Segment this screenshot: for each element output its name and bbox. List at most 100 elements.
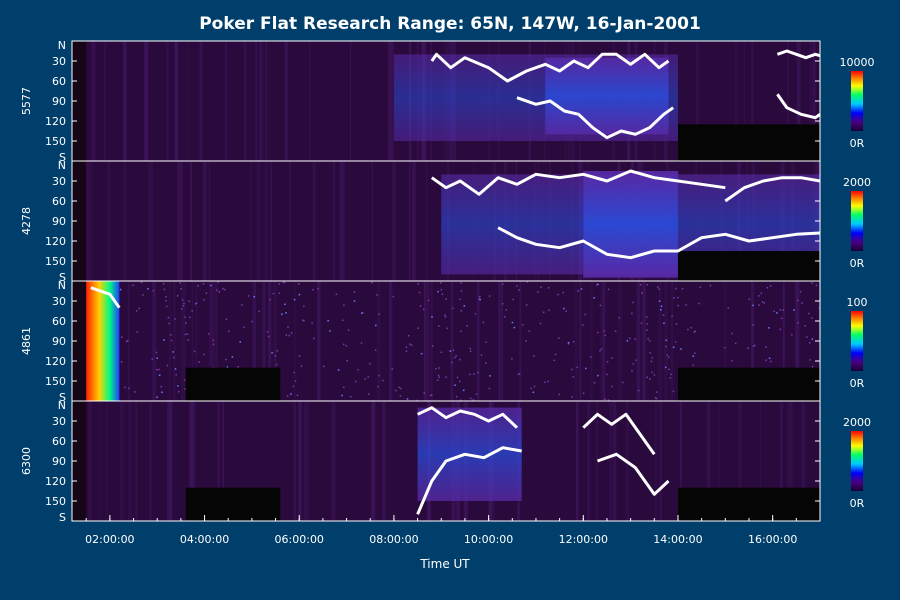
noise-speckle — [125, 340, 128, 343]
emission-streak — [166, 401, 171, 521]
emission-streak — [265, 161, 267, 281]
noise-speckle — [166, 364, 169, 367]
noise-speckle — [752, 324, 754, 326]
emission-streak — [191, 401, 195, 521]
noise-speckle — [513, 326, 516, 329]
noise-speckle — [135, 310, 138, 312]
noise-speckle — [670, 373, 672, 376]
noise-speckle — [278, 292, 281, 294]
noise-speckle — [406, 398, 409, 400]
emission-streak — [695, 41, 698, 161]
emission-streak — [387, 41, 390, 161]
noise-speckle — [369, 362, 371, 365]
noise-speckle — [281, 313, 283, 316]
emission-streak — [146, 41, 148, 161]
noise-speckle — [557, 293, 559, 296]
noise-speckle — [558, 337, 560, 339]
y-tick-label: 90 — [52, 95, 66, 108]
emission-streak — [203, 161, 207, 281]
emission-streak — [738, 401, 742, 521]
noise-speckle — [459, 399, 462, 402]
emission-streak — [149, 161, 152, 281]
emission-streak — [377, 281, 381, 401]
noise-speckle — [377, 385, 379, 388]
emission-streak — [294, 281, 296, 401]
noise-speckle — [459, 358, 461, 361]
noise-speckle — [194, 303, 197, 305]
intensity-contour — [582, 412, 656, 456]
noise-speckle — [808, 312, 810, 315]
noise-speckle — [761, 301, 764, 303]
noise-speckle — [142, 294, 144, 296]
noise-speckle — [791, 334, 793, 336]
noise-speckle — [237, 366, 239, 368]
noise-speckle — [275, 363, 278, 366]
emission-streak — [786, 401, 791, 521]
noise-speckle — [747, 347, 750, 349]
emission-streak — [268, 281, 270, 401]
noise-speckle — [181, 308, 183, 310]
y-tick-label: 30 — [52, 295, 66, 308]
noise-speckle — [485, 341, 487, 343]
noise-speckle — [677, 296, 679, 299]
intensity-contour — [776, 49, 821, 60]
noise-speckle — [473, 373, 475, 375]
noise-speckle — [410, 344, 413, 346]
noise-speckle — [311, 322, 313, 324]
noise-speckle — [463, 305, 466, 307]
emission-streak — [430, 281, 433, 401]
noise-speckle — [763, 302, 766, 304]
intensity-contour — [90, 286, 121, 309]
emission-streak — [743, 41, 746, 161]
noise-speckle — [674, 341, 677, 343]
noise-speckle — [582, 392, 585, 395]
noise-speckle — [766, 287, 769, 289]
noise-speckle — [342, 319, 344, 322]
noise-speckle — [809, 359, 811, 361]
y-tick-label: 150 — [45, 255, 66, 268]
y-tick-label: N — [58, 159, 66, 172]
emission-streak — [787, 41, 790, 161]
noise-speckle — [195, 302, 198, 304]
no-data-block — [677, 124, 820, 161]
noise-speckle — [345, 345, 348, 347]
noise-speckle — [451, 361, 453, 364]
noise-speckle — [298, 293, 301, 296]
noise-speckle — [528, 330, 530, 332]
noise-speckle — [672, 390, 675, 393]
noise-speckle — [460, 282, 462, 284]
colorbar — [851, 71, 863, 131]
noise-speckle — [438, 325, 440, 327]
noise-speckle — [474, 312, 477, 315]
emission-streak — [574, 281, 578, 401]
emission-streak — [107, 161, 111, 281]
noise-speckle — [290, 332, 293, 334]
emission-streak — [609, 401, 613, 521]
noise-speckle — [533, 355, 535, 357]
noise-speckle — [136, 331, 139, 333]
emission-streak — [120, 401, 122, 521]
noise-speckle — [156, 396, 158, 398]
noise-speckle — [427, 299, 430, 302]
noise-speckle — [392, 295, 395, 298]
emission-streak — [168, 281, 171, 401]
noise-speckle — [577, 290, 579, 292]
emission-streak — [734, 41, 738, 161]
noise-speckle — [180, 287, 182, 290]
emission-streak — [124, 161, 127, 281]
noise-speckle — [585, 367, 587, 370]
noise-speckle — [419, 305, 422, 307]
noise-speckle — [293, 298, 296, 301]
noise-speckle — [731, 360, 733, 362]
emission-streak — [658, 281, 662, 401]
noise-speckle — [170, 334, 172, 336]
noise-speckle — [646, 284, 649, 286]
noise-speckle — [452, 307, 454, 310]
panel-wavelength-label: 5577 — [20, 87, 33, 115]
noise-speckle — [478, 298, 481, 300]
noise-speckle — [184, 378, 186, 381]
noise-speckle — [672, 346, 675, 348]
noise-speckle — [479, 295, 481, 298]
noise-speckle — [666, 354, 668, 356]
y-tick-label: 60 — [52, 315, 66, 328]
